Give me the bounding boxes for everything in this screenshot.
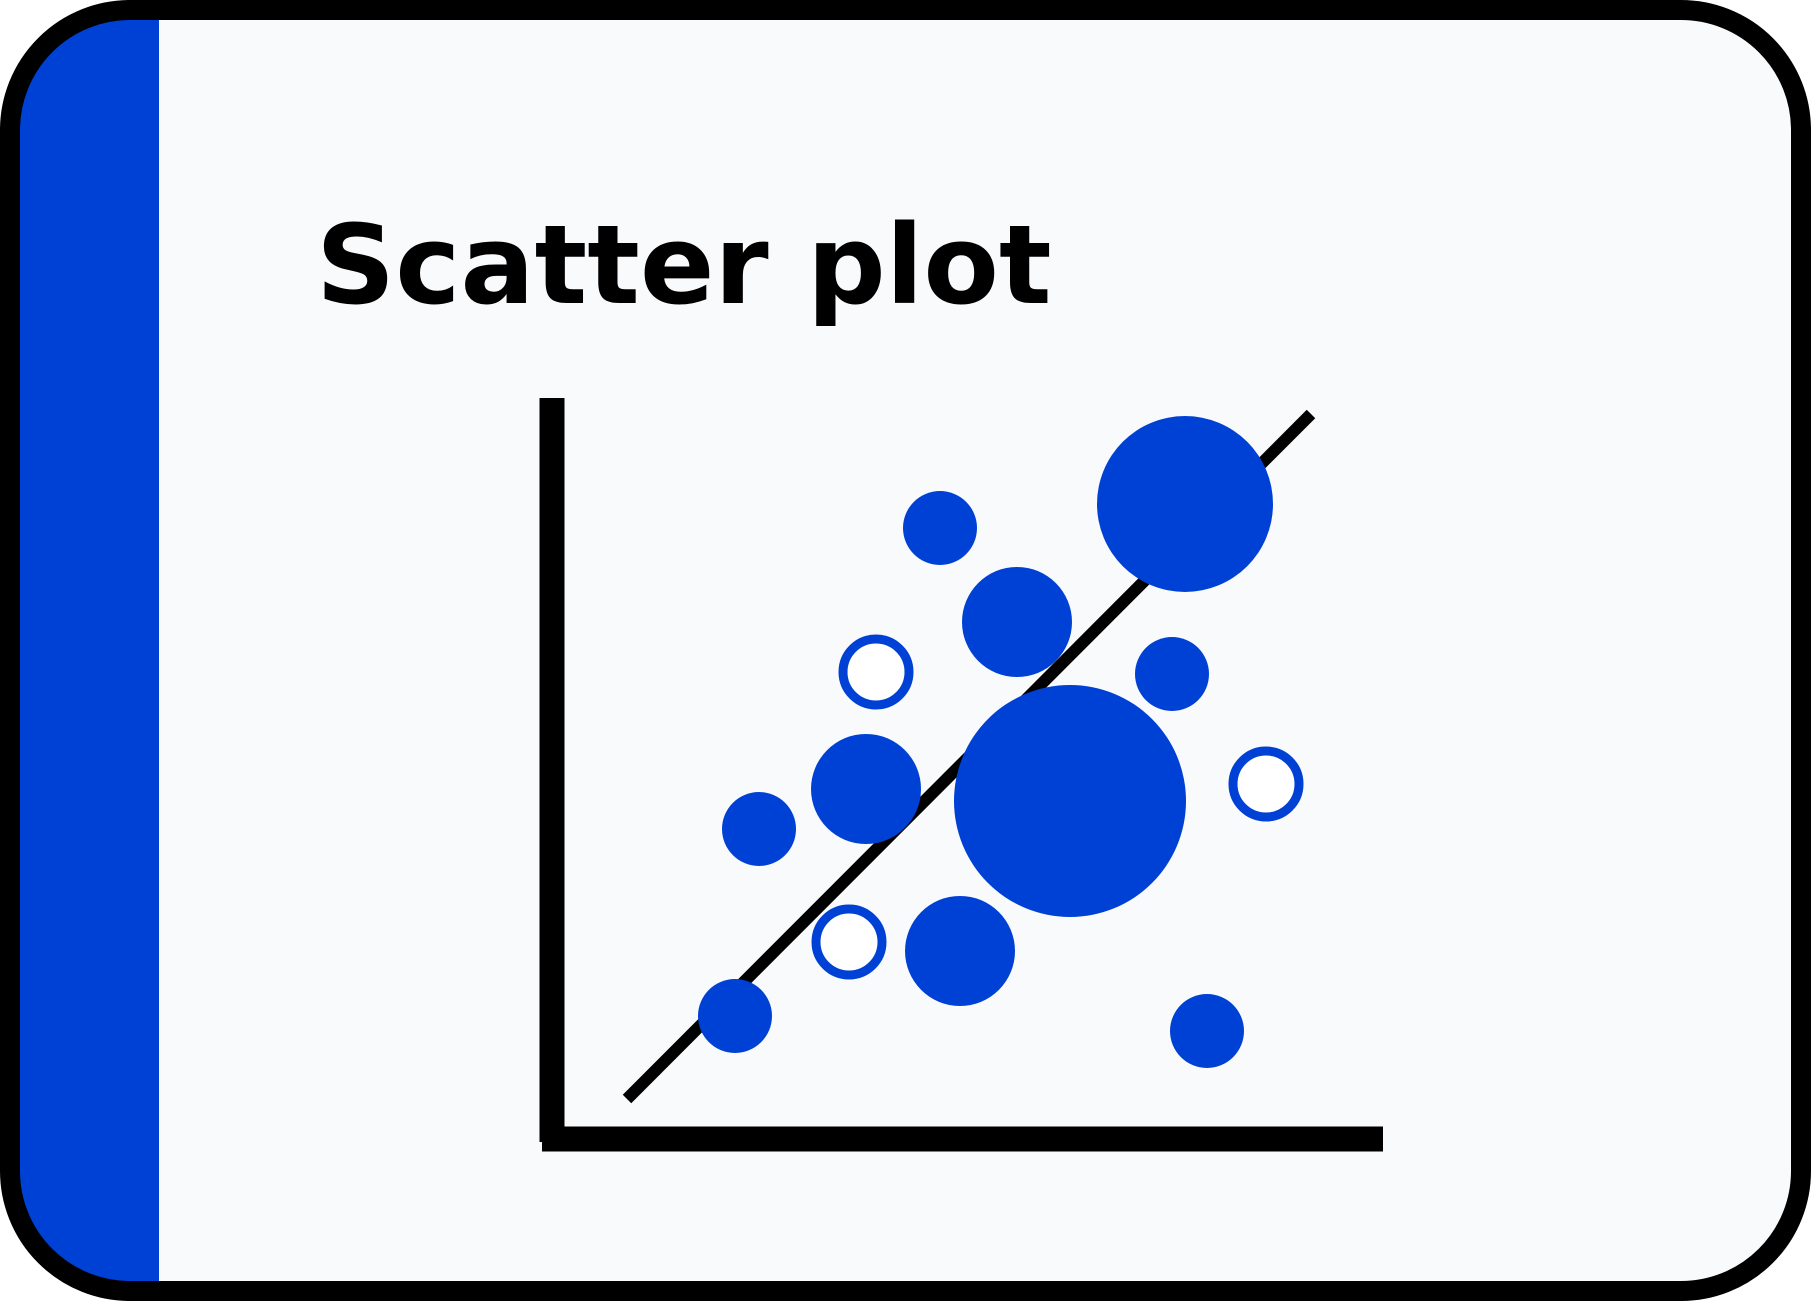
filled-marker	[954, 685, 1186, 917]
scatter-markers	[698, 416, 1304, 1068]
hollow-marker	[838, 634, 914, 710]
filled-marker	[905, 896, 1015, 1006]
filled-marker	[903, 491, 977, 565]
card-title: Scatter plot	[316, 201, 1052, 329]
filled-marker	[1097, 416, 1273, 592]
accent-band	[10, 10, 159, 1291]
hollow-marker	[811, 904, 887, 980]
hollow-marker	[1228, 746, 1304, 822]
filled-marker	[1135, 637, 1209, 711]
filled-marker	[962, 567, 1072, 677]
filled-marker	[1170, 994, 1244, 1068]
filled-marker	[698, 979, 772, 1053]
filled-marker	[722, 792, 796, 866]
filled-marker	[811, 734, 921, 844]
